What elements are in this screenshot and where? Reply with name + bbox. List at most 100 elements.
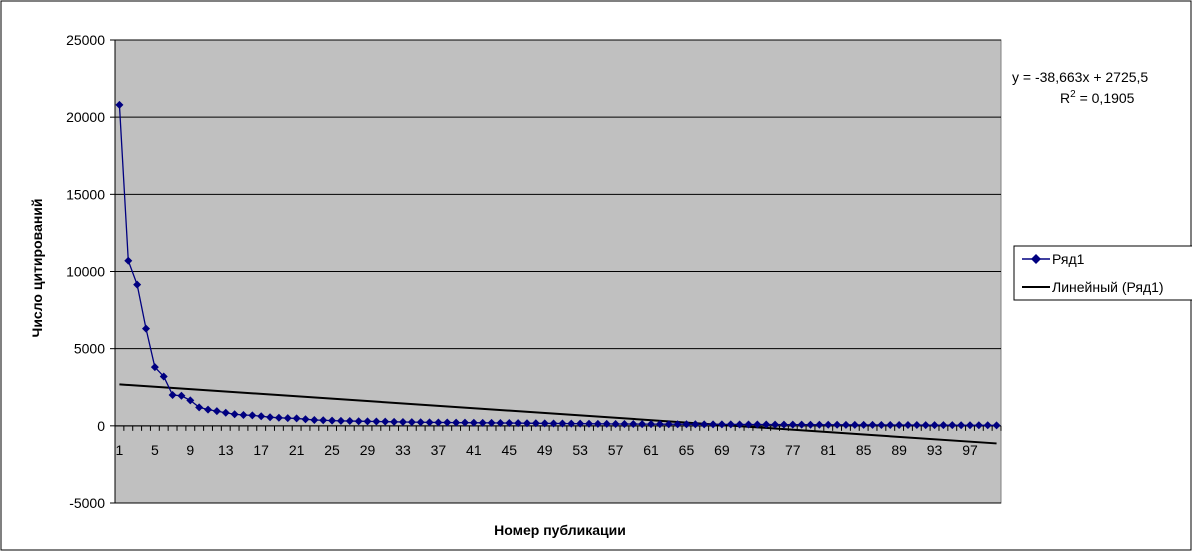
x-tick-label: 57 xyxy=(608,442,624,458)
trendline-r-squared: R2 = 0,1905 xyxy=(1060,89,1135,106)
x-tick-label: 81 xyxy=(820,442,836,458)
data-point xyxy=(788,420,797,429)
data-point xyxy=(159,372,168,381)
data-point xyxy=(558,419,567,428)
data-point xyxy=(434,418,443,427)
legend-label-series: Ряд1 xyxy=(1052,251,1085,267)
data-point xyxy=(779,420,788,429)
data-point xyxy=(602,419,611,428)
x-tick-label: 29 xyxy=(360,442,376,458)
data-point xyxy=(292,414,301,423)
data-point xyxy=(895,420,904,429)
data-point xyxy=(186,396,195,405)
data-point xyxy=(496,418,505,427)
data-point xyxy=(965,421,974,430)
data-point xyxy=(576,419,585,428)
data-point xyxy=(638,420,647,429)
x-tick-label: 93 xyxy=(927,442,943,458)
data-point xyxy=(239,411,248,420)
x-tick-label: 9 xyxy=(186,442,194,458)
series-layer xyxy=(115,100,1001,430)
x-tick-label: 89 xyxy=(891,442,907,458)
data-point xyxy=(363,417,372,426)
data-point xyxy=(593,419,602,428)
data-point xyxy=(372,417,381,426)
series-line xyxy=(118,104,997,426)
data-point xyxy=(974,421,983,430)
data-point xyxy=(336,416,345,425)
x-tick-label: 37 xyxy=(431,442,447,458)
x-tick-label: 97 xyxy=(962,442,978,458)
r2-value: = 0,1905 xyxy=(1076,90,1135,106)
data-point xyxy=(868,420,877,429)
data-point xyxy=(797,420,806,429)
data-point xyxy=(957,421,966,430)
data-point xyxy=(717,420,726,429)
trendline xyxy=(119,383,997,445)
data-point xyxy=(478,418,487,427)
data-point xyxy=(771,420,780,429)
x-tick-label: 77 xyxy=(785,442,801,458)
data-point xyxy=(328,416,337,425)
data-point xyxy=(921,421,930,430)
data-point xyxy=(487,418,496,427)
data-point xyxy=(522,419,531,428)
data-point xyxy=(381,417,390,426)
data-point xyxy=(664,420,673,429)
data-point xyxy=(753,420,762,429)
data-point xyxy=(744,420,753,429)
data-point xyxy=(195,403,204,412)
data-point xyxy=(319,416,328,425)
data-point xyxy=(700,420,709,429)
data-point xyxy=(460,418,469,427)
data-point xyxy=(177,391,186,400)
data-point xyxy=(425,418,434,427)
data-point xyxy=(567,419,576,428)
data-point xyxy=(212,407,221,416)
data-point xyxy=(283,414,292,423)
data-point xyxy=(682,420,691,429)
y-tick-label: 25000 xyxy=(66,32,105,48)
data-point xyxy=(886,420,895,429)
trendline-layer xyxy=(119,383,997,445)
data-point xyxy=(221,408,230,417)
y-tick-label: -5000 xyxy=(69,495,105,511)
data-point xyxy=(257,412,266,421)
data-point xyxy=(505,419,514,428)
data-point xyxy=(912,421,921,430)
x-axis-title: Номер публикации xyxy=(494,522,626,538)
data-point xyxy=(726,420,735,429)
x-tick-label: 85 xyxy=(856,442,872,458)
x-tick-label: 41 xyxy=(466,442,482,458)
data-point xyxy=(939,421,948,430)
data-point xyxy=(841,420,850,429)
data-point xyxy=(549,419,558,428)
x-tick-label: 17 xyxy=(253,442,269,458)
legend-box xyxy=(1013,245,1192,301)
y-tick-label: 0 xyxy=(97,418,105,434)
data-point xyxy=(416,418,425,427)
data-point xyxy=(850,420,859,429)
data-point xyxy=(948,421,957,430)
data-point xyxy=(115,100,124,109)
data-point xyxy=(992,421,1001,430)
data-point xyxy=(124,256,133,265)
data-point xyxy=(709,420,718,429)
data-point xyxy=(611,419,620,428)
data-point xyxy=(168,390,177,399)
data-point xyxy=(930,421,939,430)
data-point xyxy=(806,420,815,429)
data-point xyxy=(629,420,638,429)
data-point xyxy=(531,419,540,428)
legend: Ряд1 Линейный (Ряд1) xyxy=(1013,245,1192,301)
data-point xyxy=(452,418,461,427)
data-point xyxy=(691,420,700,429)
x-tick-label: 45 xyxy=(501,442,517,458)
y-tick-label: 10000 xyxy=(66,264,105,280)
data-point xyxy=(540,419,549,428)
data-point xyxy=(274,413,283,422)
data-point xyxy=(514,419,523,428)
data-point xyxy=(310,415,319,424)
data-point xyxy=(735,420,744,429)
